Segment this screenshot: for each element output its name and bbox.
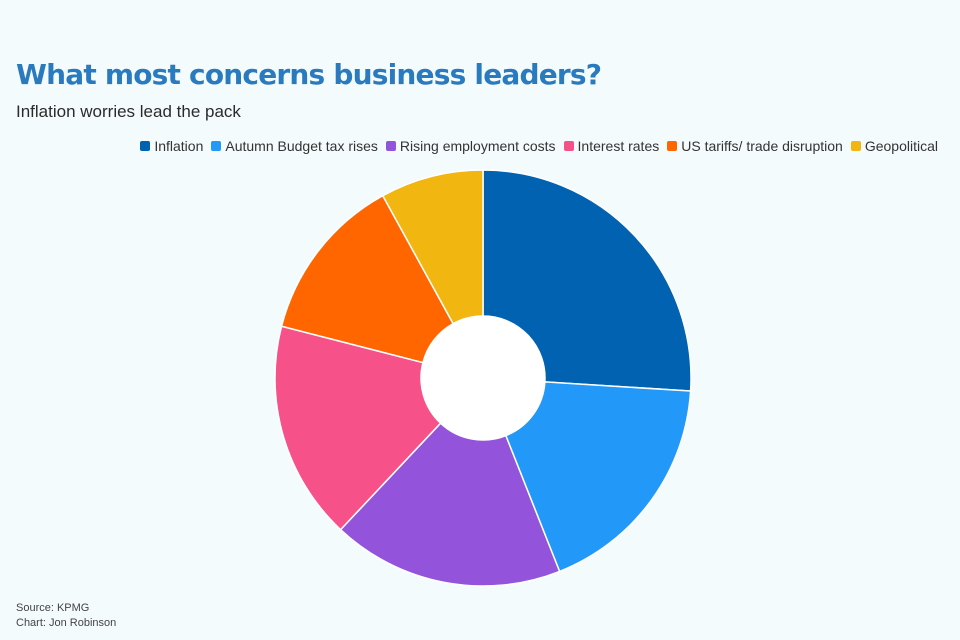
legend-label: Inflation (154, 138, 204, 154)
donut-slices (274, 169, 692, 587)
chart-footer: Source: KPMG Chart: Jon Robinson (16, 601, 116, 631)
donut-hole (421, 316, 545, 440)
legend-item: Geopolitical (850, 138, 938, 154)
legend-swatch (385, 141, 396, 151)
legend-label: Autumn Budget tax rises (225, 138, 378, 154)
legend-item: Rising employment costs (385, 138, 556, 154)
legend-item: US tariffs/ trade disruption (667, 138, 843, 154)
legend-label: Geopolitical (864, 138, 938, 154)
legend-swatch (211, 141, 222, 151)
legend-swatch (140, 141, 151, 151)
legend-swatch (850, 141, 861, 151)
legend-swatch (563, 141, 574, 151)
legend-label: US tariffs/ trade disruption (681, 138, 843, 154)
legend-item: Autumn Budget tax rises (211, 138, 378, 154)
chart-legend: Inflation Autumn Budget tax rises Rising e… (140, 138, 938, 154)
legend-item: Interest rates (563, 138, 660, 154)
legend-label: Interest rates (577, 138, 660, 154)
chart-credit: Chart: Jon Robinson (16, 617, 117, 629)
legend-item: Inflation (140, 138, 203, 154)
legend-swatch (667, 141, 678, 151)
legend-label: Rising employment costs (399, 138, 556, 154)
source-note: Source: KPMG (16, 602, 90, 614)
chart-title: What most concerns business leaders? (16, 58, 602, 91)
chart-subtitle: Inflation worries lead the pack (16, 102, 241, 121)
